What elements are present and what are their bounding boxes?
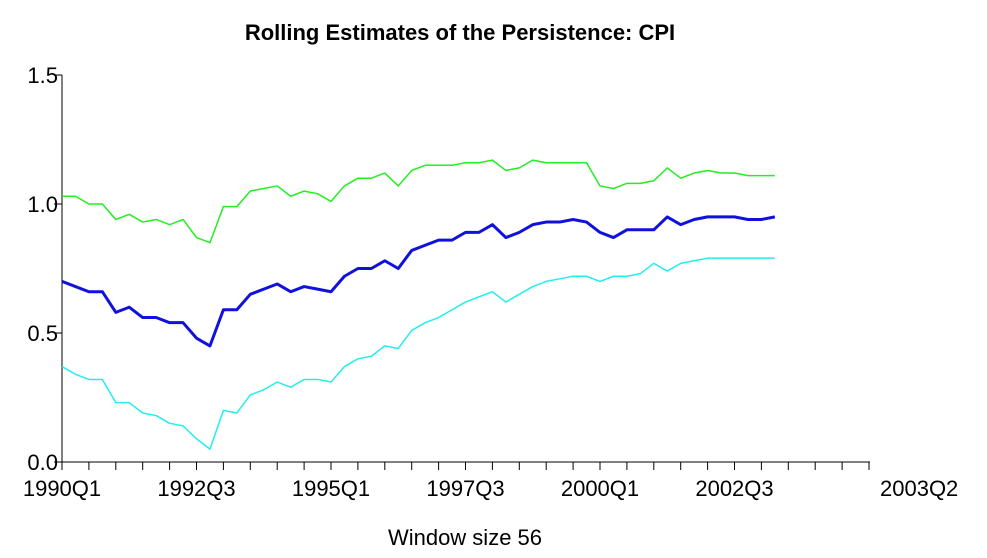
x-tick-label: 1997Q3 — [426, 476, 504, 501]
y-tick-label: 1.0 — [27, 192, 58, 217]
series-line — [61, 215, 776, 348]
x-end-label: 2003Q2 — [880, 476, 958, 501]
x-tick-label: 2000Q1 — [561, 476, 639, 501]
y-tick-label: 1.5 — [27, 63, 58, 88]
x-axis-label: Window size 56 — [388, 525, 542, 550]
chart-title: Rolling Estimates of the Persistence: CP… — [245, 20, 675, 45]
x-tick-label: 1995Q1 — [292, 476, 370, 501]
series-line — [61, 257, 775, 450]
x-tick-label: 1992Q3 — [157, 476, 235, 501]
y-tick-label: 0.0 — [27, 450, 58, 475]
x-tick-label: 2002Q3 — [695, 476, 773, 501]
x-tick-label: 1990Q1 — [23, 476, 101, 501]
series-line — [62, 159, 775, 244]
y-tick-label: 0.5 — [27, 321, 58, 346]
